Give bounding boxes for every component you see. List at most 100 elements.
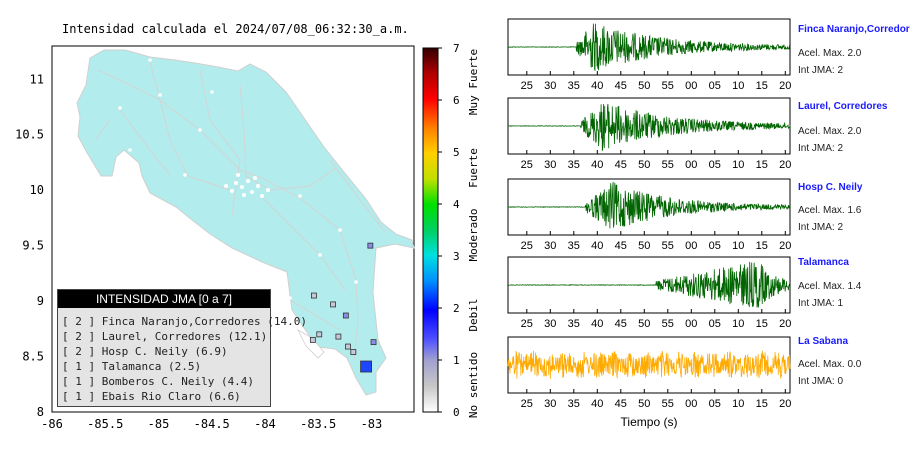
station-marker	[370, 339, 377, 346]
waveform-tick-label: 40	[591, 318, 603, 330]
map-x-tick-label: -85.5	[87, 417, 123, 431]
map-x-tick-label: -86	[41, 417, 63, 431]
station-max-accel: Acel. Max. 2.0	[798, 48, 862, 59]
waveform-panel: 25 30 35 40 45 50 55 00 05 10 15 20	[507, 256, 791, 330]
waveform-tick-label: 10	[732, 159, 744, 171]
station-max-accel: Acel. Max. 1.6	[798, 205, 862, 216]
waveform-tick-label: 20	[779, 318, 791, 330]
waveform-tick-label: 30	[544, 398, 556, 410]
station-max-accel: Acel. Max. 2.0	[798, 126, 862, 137]
waveform-tick-label: 00	[685, 80, 697, 92]
station-name: Hosp C. Neily	[798, 182, 863, 193]
waveform-tick-label: 00	[685, 318, 697, 330]
colorbar-tick-label: 1	[453, 354, 460, 367]
waveform-tick-label: 05	[709, 80, 721, 92]
map-axis-ticks: -86 -85.5 -85 -84.5 -84 -83.5 -83 11 10.5 10 9.5 9 8…	[15, 46, 414, 431]
waveform-tick-label: 10	[732, 398, 744, 410]
station-marker	[345, 343, 351, 350]
station-marker	[316, 331, 323, 338]
waveform-x-axis-label: Tiempo (s)	[621, 415, 678, 429]
intensity-legend: INTENSIDAD JMA [0 a 7] [ 2 ] Finca Naran…	[57, 289, 308, 407]
waveform-tick-label: 40	[591, 80, 603, 92]
colorbar-tick-label: 5	[453, 146, 460, 159]
waveform-tick-label: 35	[568, 318, 580, 330]
station-marker	[367, 242, 374, 249]
station-marker	[335, 333, 342, 340]
colorbar-category-label: Fuerte	[467, 148, 480, 188]
map-city-dots	[118, 58, 358, 300]
waveform-trace	[507, 23, 791, 71]
waveform-tick-label: 40	[591, 159, 603, 171]
waveform-tick-label: 15	[756, 240, 768, 252]
waveform-tick-label: 30	[544, 80, 556, 92]
colorbar-tick-label: 0	[453, 406, 460, 419]
intensity-colorbar: 0 1 2 3 4 5 6 7 No sentido Debil Moderado Fuerte Mu…	[422, 42, 480, 419]
waveform-tick-label: 45	[615, 318, 627, 330]
legend-row: [ 2 ] Finca Naranjo,Corredores (14.0)	[62, 315, 308, 328]
waveform-panel: 25 30 35 40 45 50 55 00 05 10 15 20	[507, 178, 791, 252]
waveform-tick-label: 10	[732, 80, 744, 92]
map-y-tick-label: 10	[30, 183, 44, 197]
waveform-tick-label: 30	[544, 159, 556, 171]
waveform-tick-label: 50	[638, 398, 650, 410]
waveform-tick-label: 30	[544, 240, 556, 252]
map-y-tick-label: 8	[37, 405, 44, 419]
station-marker	[330, 301, 336, 308]
waveform-tick-label: 00	[685, 240, 697, 252]
colorbar-tick-label: 7	[453, 42, 460, 55]
waveform-panel: 25 30 35 40 45 50 55 00 05 10 15 20	[507, 97, 791, 171]
waveform-tick-label: 35	[568, 80, 580, 92]
waveform-tick-label: 25	[521, 159, 533, 171]
colorbar-tick-label: 4	[453, 198, 460, 211]
costa-rica-land	[76, 49, 415, 396]
station-name: La Sabana	[798, 336, 849, 347]
waveform-tick-label: 15	[756, 318, 768, 330]
waveform-tick-label: 00	[685, 398, 697, 410]
legend-row: [ 1 ] Ebais Rio Claro (6.6)	[62, 390, 241, 403]
waveform-tick-label: 55	[662, 318, 674, 330]
station-markers	[309, 242, 377, 373]
colorbar-category-label: Moderado	[467, 209, 480, 262]
waveform-tick-label: 10	[732, 240, 744, 252]
legend-row: [ 2 ] Hosp C. Neily (6.9)	[62, 345, 228, 358]
colorbar-gradient	[422, 47, 439, 413]
waveform-panel: 25 30 35 40 45 50 55 00 05 10 15 20	[507, 18, 791, 92]
map-y-tick-label: 8.5	[22, 350, 44, 364]
station-jma-intensity: Int JMA: 2	[798, 222, 844, 233]
waveform-tick-label: 15	[756, 398, 768, 410]
colorbar-tick-label: 3	[453, 250, 460, 263]
colorbar-category-label: No sentido	[467, 352, 480, 418]
station-jma-intensity: Int JMA: 0	[798, 376, 844, 387]
waveform-tick-label: 45	[615, 159, 627, 171]
waveform-tick-label: 20	[779, 398, 791, 410]
station-max-accel: Acel. Max. 1.4	[798, 281, 862, 292]
waveform-tick-label: 20	[779, 159, 791, 171]
waveform-tick-label: 45	[615, 80, 627, 92]
waveform-trace	[507, 181, 791, 229]
legend-title: INTENSIDAD JMA [0 a 7]	[58, 290, 270, 308]
station-jma-intensity: Int JMA: 1	[798, 298, 844, 309]
waveform-tick-label: 55	[662, 240, 674, 252]
waveform-tick-label: 20	[779, 240, 791, 252]
waveform-tick-label: 50	[638, 318, 650, 330]
waveform-tick-label: 20	[779, 80, 791, 92]
waveform-tick-label: 25	[521, 318, 533, 330]
waveform-tick-label: 05	[709, 240, 721, 252]
waveform-tick-label: 25	[521, 398, 533, 410]
map-x-tick-label: -83.5	[300, 417, 336, 431]
map-y-tick-label: 9.5	[22, 239, 44, 253]
map-x-tick-label: -83	[361, 417, 383, 431]
waveform-tick-label: 15	[756, 80, 768, 92]
legend-row: [ 1 ] Bomberos C. Neily (4.4)	[62, 375, 255, 388]
waveform-panel: 25 30 35 40 45 50 55 00 05 10 15 20	[507, 336, 791, 410]
waveform-tick-label: 25	[521, 80, 533, 92]
waveform-tick-label: 15	[756, 159, 768, 171]
station-max-accel: Acel. Max. 0.0	[798, 359, 862, 370]
station-jma-intensity: Int JMA: 2	[798, 65, 844, 76]
station-marker	[342, 312, 349, 319]
station-jma-intensity: Int JMA: 2	[798, 143, 844, 154]
waveform-tick-label: 45	[615, 398, 627, 410]
map-y-tick-label: 10.5	[15, 128, 44, 142]
waveform-tick-label: 55	[662, 80, 674, 92]
waveform-tick-label: 10	[732, 318, 744, 330]
